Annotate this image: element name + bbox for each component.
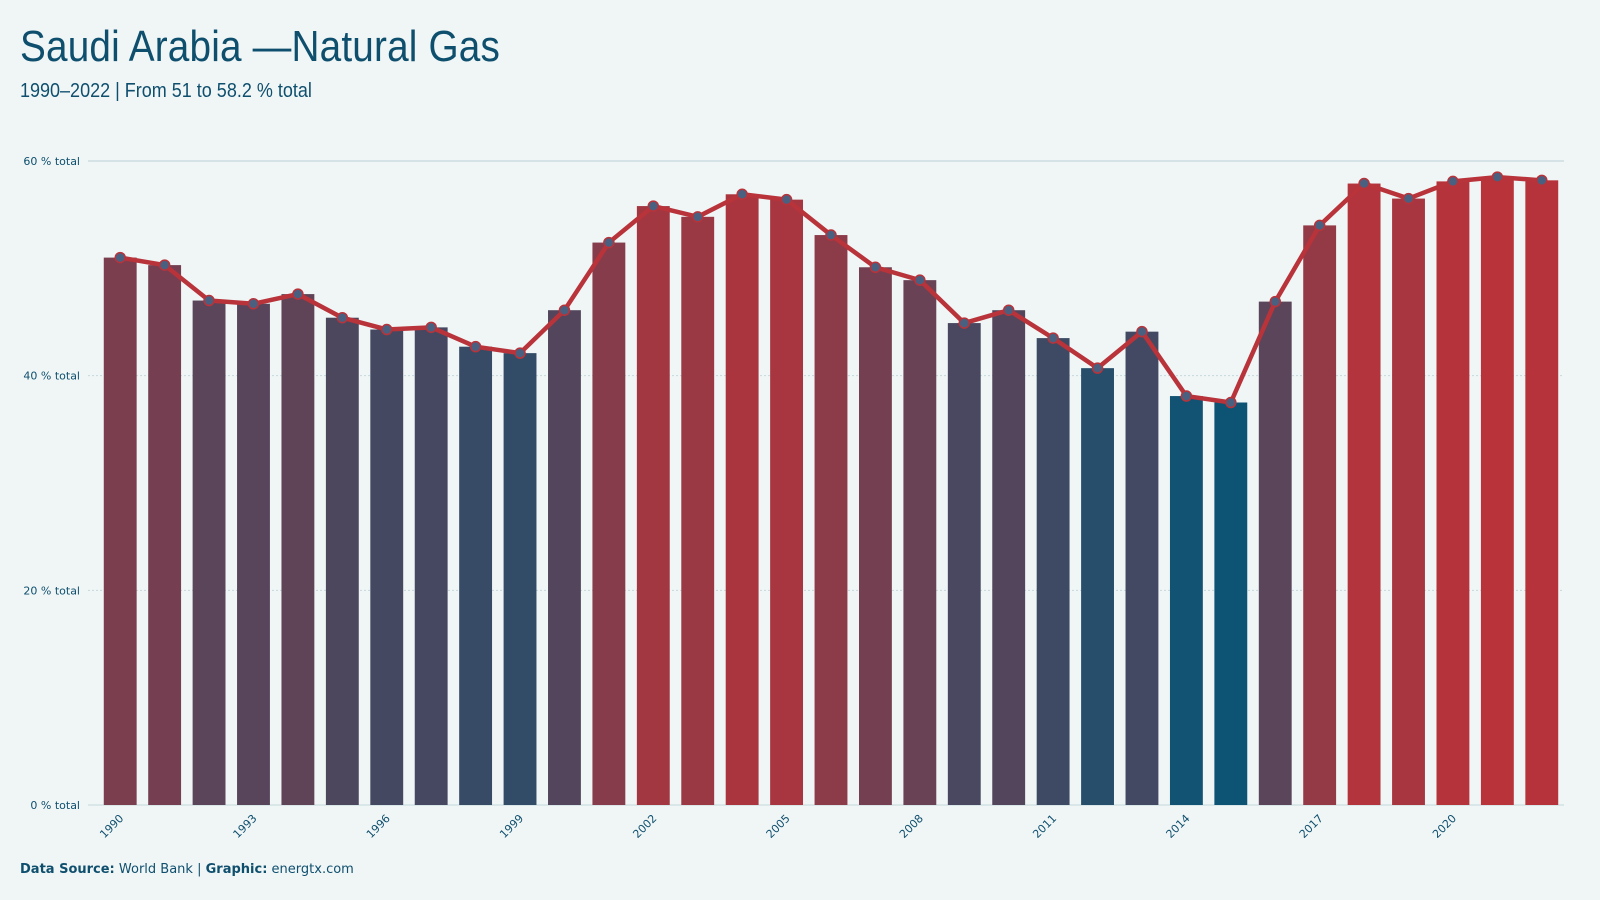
- point-2021: [1491, 171, 1504, 183]
- bar-2022: [1525, 180, 1559, 805]
- bar-1998: [459, 346, 493, 805]
- point-2008: [914, 274, 926, 286]
- point-2009: [958, 317, 971, 329]
- point-2003: [691, 211, 704, 223]
- x-tick-label: 2005: [764, 812, 793, 841]
- bar-2008: [903, 280, 937, 805]
- bar-1996: [370, 329, 404, 805]
- point-2020: [1447, 175, 1459, 188]
- bar-layer: [103, 177, 1559, 806]
- bar-2009: [947, 323, 981, 805]
- y-tick-label: 0 % total: [30, 799, 80, 812]
- point-1997: [425, 321, 437, 334]
- bar-1993: [237, 303, 270, 805]
- point-2004: [736, 188, 748, 201]
- bar-2007: [858, 267, 892, 805]
- x-tick-label: 1996: [364, 812, 393, 841]
- bar-2006: [814, 235, 848, 805]
- bar-2020: [1436, 181, 1470, 806]
- graphic-label: Graphic:: [205, 862, 268, 877]
- bar-2014: [1169, 396, 1203, 805]
- point-2000: [558, 304, 571, 316]
- bar-2004: [725, 194, 759, 806]
- point-1991: [158, 259, 171, 271]
- point-2012: [1091, 362, 1104, 374]
- bar-1995: [325, 317, 359, 805]
- bar-2000: [548, 310, 581, 805]
- bar-2018: [1347, 183, 1381, 806]
- bar-2012: [1081, 368, 1114, 805]
- point-2001: [603, 236, 615, 249]
- point-2005: [780, 193, 793, 206]
- y-axis-labels: 0 % total 20 % total 40 % total 60 % total: [23, 155, 80, 812]
- point-1996: [381, 323, 393, 336]
- point-2022: [1536, 174, 1548, 187]
- y-tick-label: 60 % total: [23, 155, 80, 168]
- point-1990: [114, 251, 126, 264]
- point-2018: [1358, 177, 1370, 190]
- bar-1990: [103, 257, 137, 806]
- bar-2005: [770, 199, 804, 805]
- point-2019: [1402, 192, 1415, 205]
- point-1992: [203, 294, 215, 307]
- bar-2001: [592, 242, 626, 805]
- bar-1994: [281, 294, 315, 805]
- bar-1992: [192, 300, 226, 805]
- point-1995: [336, 311, 349, 324]
- bar-2016: [1258, 301, 1292, 805]
- bar-2021: [1480, 177, 1514, 806]
- bar-2017: [1303, 225, 1337, 805]
- point-1998: [469, 340, 482, 353]
- footer-separator: |: [197, 862, 202, 877]
- point-1993: [247, 298, 260, 310]
- bar-1999: [503, 353, 537, 805]
- point-1994: [292, 288, 304, 300]
- bar-2010: [992, 310, 1026, 805]
- x-tick-label: 2002: [630, 812, 659, 841]
- bar-2003: [681, 216, 715, 805]
- point-2013: [1136, 325, 1148, 338]
- footer: Data Source: World Bank | Graphic: energ…: [20, 862, 354, 877]
- point-2011: [1047, 332, 1059, 344]
- chart-title: Saudi Arabia —Natural Gas: [20, 22, 501, 71]
- x-tick-label: 2020: [1430, 812, 1459, 841]
- x-tick-label: 2014: [1164, 812, 1193, 841]
- point-2014: [1180, 390, 1193, 402]
- chart-subtitle: 1990–2022 | From 51 to 58.2 % total: [20, 80, 312, 102]
- point-2015: [1225, 396, 1237, 409]
- y-tick-label: 20 % total: [23, 584, 80, 597]
- marker-layer: [114, 171, 1548, 409]
- point-2010: [1002, 304, 1015, 316]
- graphic-value: energtx.com: [271, 862, 354, 877]
- bar-2013: [1125, 331, 1159, 805]
- x-tick-label: 1999: [497, 812, 526, 841]
- bar-2015: [1214, 402, 1248, 805]
- x-tick-label: 2011: [1030, 812, 1059, 841]
- point-2017: [1313, 219, 1326, 232]
- point-2007: [869, 261, 882, 274]
- source-value: World Bank: [118, 862, 193, 877]
- x-tick-label: 1993: [231, 812, 260, 841]
- bar-2011: [1036, 338, 1070, 805]
- bar-1997: [414, 327, 448, 805]
- bar-2002: [636, 206, 670, 805]
- bar-1991: [148, 265, 182, 805]
- x-axis-labels: 1990 1993 1996 1999 2002 2005 2008 2011 2014 2017…: [97, 812, 1459, 841]
- y-tick-label: 40 % total: [23, 370, 80, 383]
- bar-2019: [1392, 198, 1425, 806]
- x-tick-label: 2017: [1297, 812, 1326, 841]
- point-2002: [647, 200, 660, 212]
- x-tick-label: 2008: [897, 812, 926, 841]
- source-label: Data Source:: [20, 862, 115, 877]
- point-2006: [825, 229, 837, 241]
- point-1999: [514, 347, 526, 359]
- point-2016: [1269, 295, 1281, 308]
- x-tick-label: 1990: [97, 812, 126, 841]
